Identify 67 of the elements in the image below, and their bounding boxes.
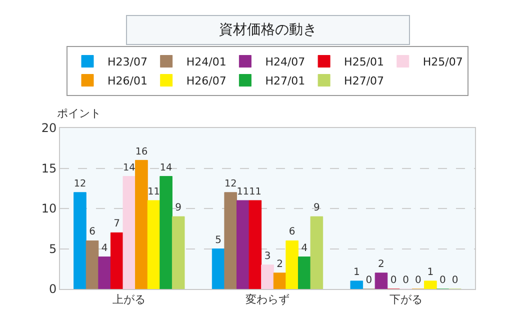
bar: [172, 216, 185, 289]
data-label: 0: [366, 275, 372, 286]
x-tick-label: 上がる: [112, 293, 146, 306]
bar: [350, 280, 364, 289]
bar: [286, 240, 298, 289]
y-tick-label: 10: [41, 202, 57, 216]
legend-label: H24/01: [186, 56, 226, 69]
legend-label: H24/07: [265, 56, 306, 69]
data-label: 11: [249, 186, 262, 198]
bar: [298, 256, 311, 289]
bar: [236, 200, 250, 289]
bar: [424, 280, 437, 289]
data-label: 0: [402, 275, 410, 286]
bar: [248, 200, 262, 289]
y-tick-label: 20: [41, 121, 57, 136]
y-tick-label: 0: [48, 282, 57, 296]
data-label: 14: [123, 162, 136, 174]
bar: [135, 160, 148, 289]
y-axis-title: ポイント: [57, 107, 101, 120]
bar: [160, 176, 172, 289]
data-label: 0: [452, 275, 458, 286]
bar: [74, 192, 86, 289]
data-label: 11: [236, 186, 250, 198]
legend-label: H27/01: [265, 74, 306, 88]
bar: [212, 248, 225, 289]
data-label: 5: [215, 234, 222, 246]
legend-label: H26/01: [108, 74, 148, 88]
legend-label: H25/01: [344, 56, 384, 69]
bar: [98, 256, 111, 289]
y-tick-label: 5: [48, 242, 57, 256]
y-tick-label: 15: [41, 161, 57, 176]
data-label: 4: [301, 242, 308, 254]
data-label: 0: [414, 275, 422, 286]
data-label: 6: [288, 226, 296, 238]
data-label: 9: [313, 202, 320, 214]
data-label: 9: [175, 202, 182, 214]
chart-title: 資材価格の動き: [219, 22, 317, 38]
bar: [86, 240, 99, 289]
bar: [110, 232, 124, 289]
bar: [147, 200, 160, 289]
legend-label: H27/07: [344, 74, 384, 88]
bar: [261, 264, 274, 289]
data-label: 3: [264, 250, 271, 262]
bar: [310, 216, 324, 289]
data-label: 2: [378, 258, 384, 270]
bar: [273, 272, 286, 289]
data-label: 12: [224, 178, 237, 190]
legend-label: H23/07: [108, 56, 148, 69]
data-label: 1: [353, 266, 360, 278]
data-label: 2: [276, 258, 283, 270]
data-label: 0: [440, 275, 446, 286]
bar: [224, 192, 238, 289]
x-tick-label: 下がる: [389, 293, 422, 306]
x-tick-label: 変わらず: [246, 293, 290, 306]
legend-label: H26/07: [186, 74, 226, 88]
bar: [122, 176, 136, 289]
data-label: 11: [148, 186, 160, 198]
data-label: 16: [135, 146, 148, 158]
data-label: 12: [74, 178, 86, 190]
data-label: 1: [427, 266, 434, 278]
data-label: 4: [101, 242, 108, 254]
data-label: 7: [114, 218, 120, 230]
data-label: 0: [390, 275, 397, 286]
data-label: 6: [89, 226, 96, 238]
data-label: 14: [160, 162, 172, 174]
legend-label: H25/07: [422, 56, 463, 69]
bar: [374, 272, 388, 289]
